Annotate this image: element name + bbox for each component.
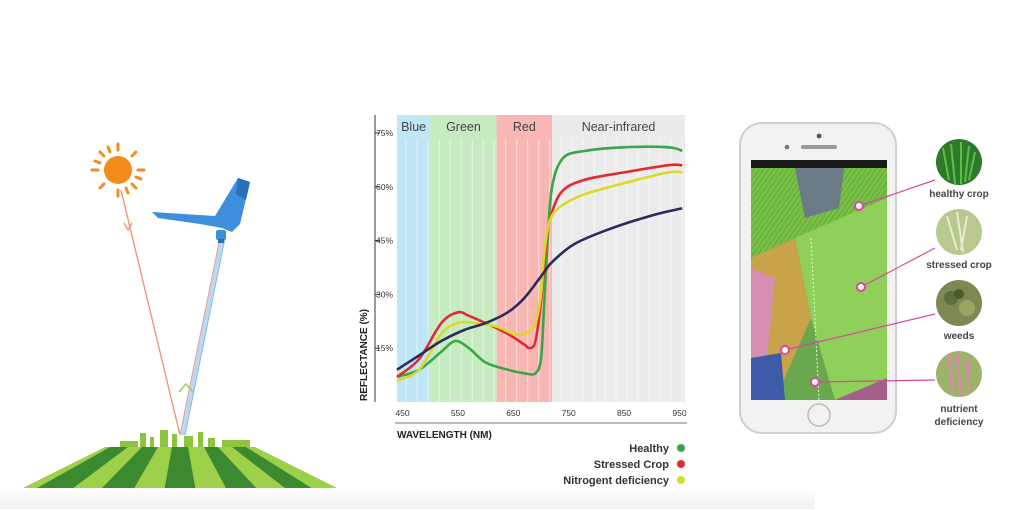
- x-tick-label: 450: [395, 408, 409, 418]
- band-0: [397, 115, 431, 402]
- band-header-3: [552, 115, 685, 139]
- band-header-1: [430, 115, 497, 139]
- nutrient-deficiency-thumbnail: [936, 351, 982, 397]
- band-label-3: Near-infrared: [582, 120, 656, 134]
- chart-series: [396, 145, 683, 382]
- annotation-markers: [780, 201, 866, 387]
- healthy-crop-thumbnail: [936, 139, 982, 185]
- y-tick-label: 15%: [376, 343, 393, 353]
- x-tick-label: 850: [617, 408, 631, 418]
- series-line-stressed-crop: [396, 163, 683, 378]
- reflectance-chart: Blue Green Red Near-infrared 15% 30% 45% 60% 75…: [355, 105, 705, 505]
- legend-label-1: Stressed Crop: [594, 459, 669, 471]
- legend-swatch-1: [677, 460, 685, 468]
- series-line-healthy: [396, 145, 683, 379]
- band-1: [430, 115, 497, 402]
- phone-illustration: healthy crop stressed crop weeds nutrien…: [735, 118, 1031, 448]
- chart-grid: [405, 139, 683, 402]
- reflectance-chart-svg: Blue Green Red Near-infrared 15% 30% 45% 60% 75…: [359, 115, 687, 503]
- band-header-0: [397, 115, 431, 139]
- reflected-ray: [178, 237, 226, 436]
- x-tick-label: 750: [562, 408, 576, 418]
- legend-label-0: Healthy: [629, 443, 670, 455]
- label-weeds: weeds: [943, 331, 975, 342]
- band-label-1: Green: [446, 120, 481, 134]
- chart-axes: 15% 30% 45% 60% 75% 450 550 650 750 850 950: [374, 115, 687, 424]
- stressed-crop-thumbnail: [936, 209, 982, 255]
- legend-swatch-2: [677, 476, 685, 484]
- drone-illustration-svg: [15, 142, 345, 493]
- annotation-lines: [784, 179, 936, 383]
- series-line-necrotic: [396, 207, 683, 371]
- label-healthy-crop: healthy crop: [929, 189, 988, 200]
- y-tick-label: 45%: [376, 236, 393, 246]
- crop-field: [15, 430, 345, 493]
- series-line-nitrogent-deficiency: [396, 170, 683, 382]
- y-tick-label: 30%: [376, 289, 393, 299]
- band-label-0: Blue: [401, 120, 426, 134]
- label-nutrient: nutrient: [940, 404, 978, 415]
- x-tick-label: 950: [672, 408, 686, 418]
- crop-thumbnails: [936, 139, 982, 397]
- y-tick-label: 60%: [376, 182, 393, 192]
- drone-icon: [152, 178, 250, 243]
- field-map-screen: [751, 160, 887, 400]
- x-tick-label: 550: [451, 408, 465, 418]
- legend-label-2: Nitrogent deficiency: [563, 475, 670, 487]
- sun-icon: [90, 142, 146, 198]
- y-tick-label: 75%: [376, 128, 393, 138]
- band-label-2: Red: [513, 120, 536, 134]
- label-deficiency: deficiency: [935, 417, 984, 428]
- drone-illustration: [0, 120, 360, 505]
- x-tick-label: 650: [506, 408, 520, 418]
- bottom-shadow: [0, 488, 815, 509]
- phone-illustration-svg: healthy crop stressed crop weeds nutrien…: [739, 122, 992, 434]
- weeds-thumbnail: [936, 280, 982, 326]
- sunlight-ray: [120, 189, 181, 436]
- x-axis-title: WAVELENGTH (NM): [397, 430, 492, 441]
- y-axis-title: REFLECTANCE (%): [359, 309, 370, 401]
- band-header-2: [496, 115, 553, 139]
- legend-swatch-0: [677, 444, 685, 452]
- band-3: [552, 115, 685, 402]
- label-stressed-crop: stressed crop: [926, 260, 992, 271]
